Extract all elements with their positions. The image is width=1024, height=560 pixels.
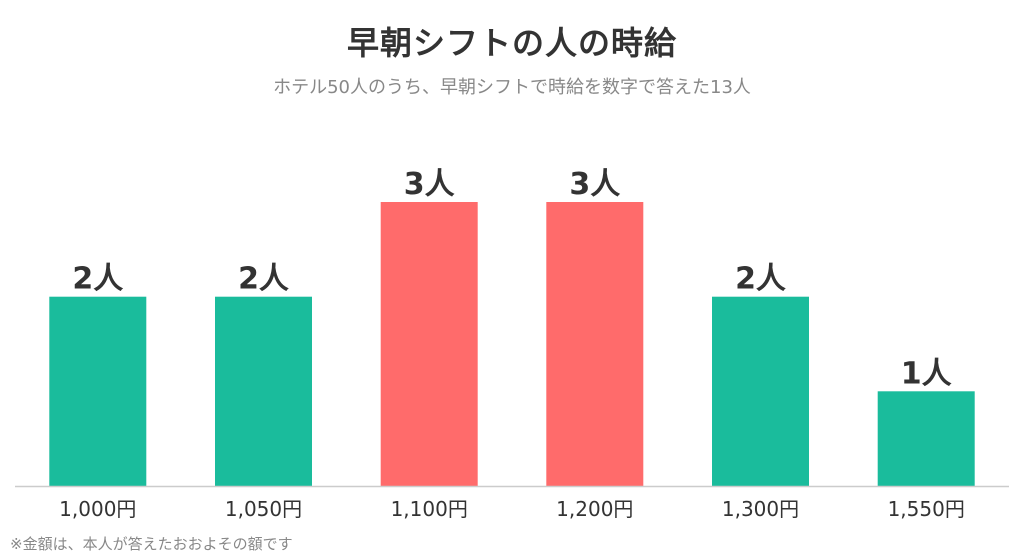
category-label-4: 1,200円 [556, 497, 633, 521]
category-label-2: 1,050円 [225, 497, 302, 521]
bar-4 [546, 202, 644, 486]
chart-title: 早朝シフトの人の時給 [346, 24, 677, 62]
value-label-2: 2人 [238, 262, 289, 297]
category-label-5: 1,300円 [722, 497, 799, 521]
bar-5 [712, 296, 809, 486]
bar-3 [380, 202, 478, 486]
category-label-1: 1,000円 [59, 497, 136, 521]
bar-6 [877, 391, 975, 486]
category-label-3: 1,100円 [391, 497, 468, 521]
chart-subtitle: ホテル50人のうち、早朝シフトで時給を数字で答えた13人 [273, 77, 751, 98]
value-label-1: 2人 [72, 262, 123, 297]
bar-2 [215, 296, 312, 486]
value-label-5: 2人 [735, 262, 786, 297]
value-label-3: 3人 [404, 167, 455, 202]
value-label-6: 1人 [901, 356, 952, 391]
bar-1 [49, 296, 147, 486]
footnote: ※金額は、本人が答えたおおよその額です [10, 535, 293, 553]
value-label-4: 3人 [569, 167, 620, 202]
category-label-6: 1,550円 [888, 497, 965, 521]
